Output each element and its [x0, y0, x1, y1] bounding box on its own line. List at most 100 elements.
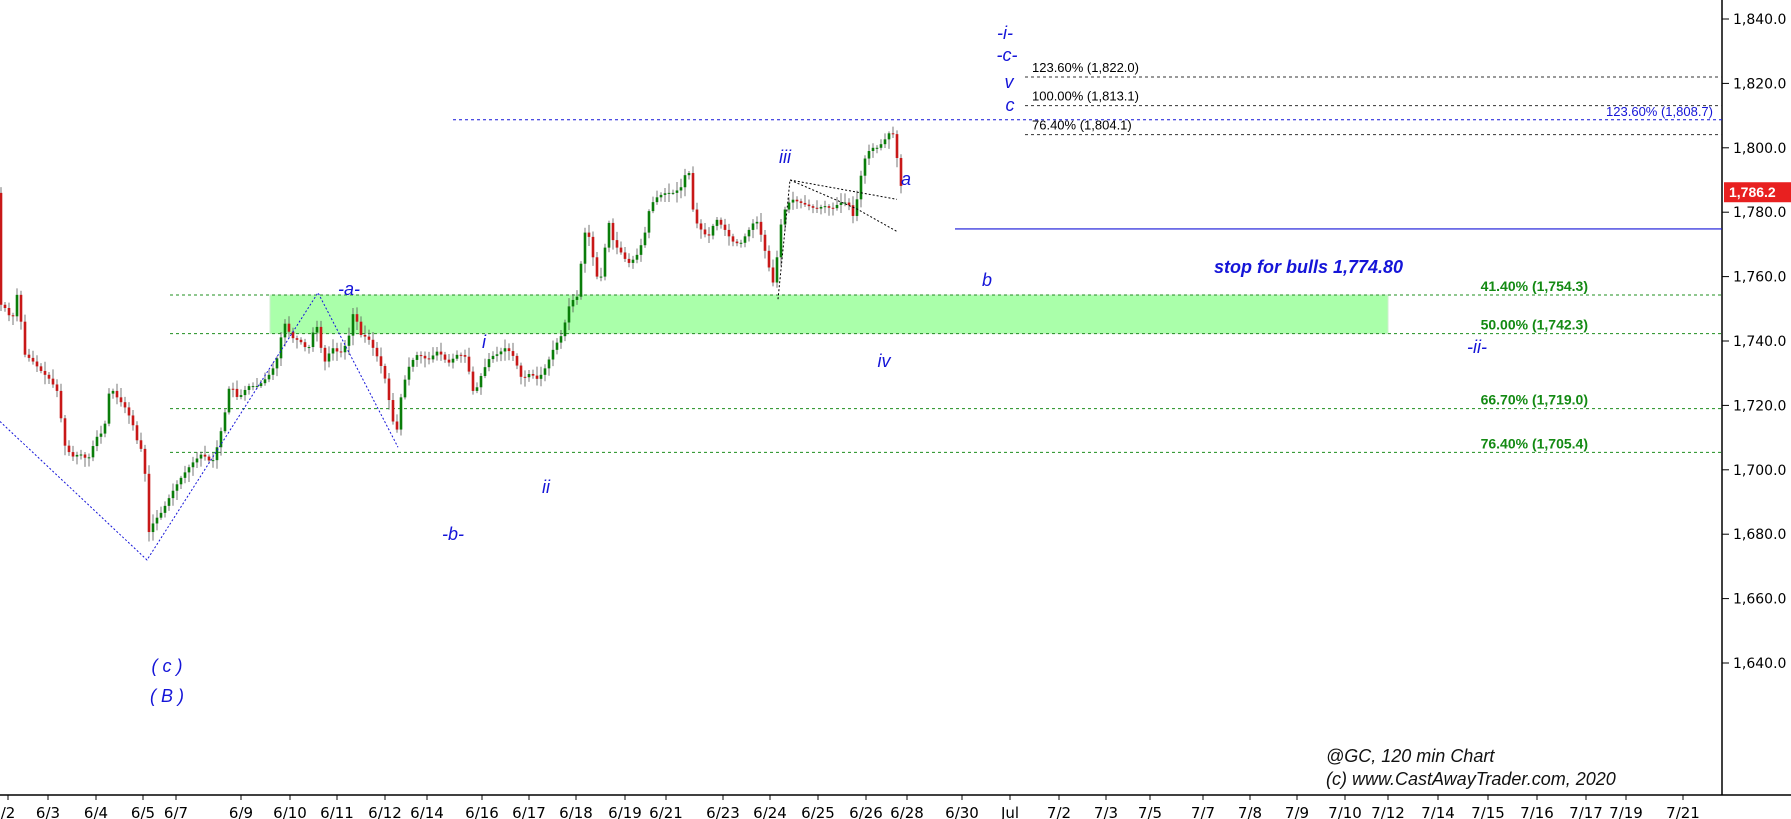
- candle-body: [587, 232, 591, 237]
- candle-body: [583, 232, 587, 264]
- x-tick-label: 7/10: [1328, 804, 1362, 819]
- candle-body: [23, 321, 27, 355]
- candle-body: [59, 390, 63, 419]
- candle-body: [679, 187, 683, 191]
- x-tick-label: 6/26: [849, 804, 883, 819]
- candle-body: [63, 418, 67, 446]
- chart-credit-symbol: @GC, 120 min Chart: [1326, 746, 1495, 766]
- candle-body: [95, 436, 99, 447]
- candle-body: [299, 339, 303, 343]
- x-tick-label: 6/17: [512, 804, 546, 819]
- y-tick-label: 1,720.0: [1733, 398, 1786, 414]
- x-tick-label: 7/12: [1371, 804, 1405, 819]
- candle-body: [875, 147, 879, 149]
- candle-body: [591, 236, 595, 258]
- candle-body: [439, 351, 443, 355]
- y-tick-label: 1,840.0: [1733, 12, 1786, 28]
- candles-layer: [0, 126, 903, 542]
- candle-body: [267, 374, 271, 380]
- candle-body: [91, 446, 95, 458]
- wave-label-i: i: [482, 332, 487, 352]
- candle-body: [723, 224, 727, 230]
- candle-body: [487, 359, 491, 368]
- y-tick-label: 1,680.0: [1733, 527, 1786, 543]
- x-tick-label: 6/23: [706, 804, 740, 819]
- candle-body: [847, 202, 851, 206]
- candle-body: [667, 192, 671, 194]
- candle-body: [603, 247, 607, 277]
- x-tick-label: 7/21: [1666, 804, 1700, 819]
- candle-body: [311, 332, 315, 348]
- candle-body: [435, 351, 439, 356]
- wave-label-v: v: [1005, 72, 1015, 92]
- candle-body: [843, 202, 847, 204]
- candle-body: [339, 351, 343, 353]
- candle-body: [51, 378, 55, 385]
- candle-body: [367, 336, 371, 340]
- candle-body: [371, 339, 375, 348]
- candle-body: [823, 206, 827, 208]
- candle-body: [423, 355, 427, 359]
- candle-body: [151, 523, 155, 533]
- wave-label-iii: iii: [779, 147, 792, 167]
- candle-body: [359, 321, 363, 335]
- candle-body: [459, 354, 463, 356]
- candle-body: [899, 157, 903, 186]
- candle-body: [411, 359, 415, 367]
- candle-body: [643, 232, 647, 246]
- fib-label-blue-123: 123.60% (1,808.7): [1606, 104, 1713, 119]
- candle-body: [539, 374, 543, 379]
- candle-body: [347, 335, 351, 346]
- candle-body: [595, 257, 599, 277]
- candle-body: [571, 299, 575, 307]
- candle-body: [183, 472, 187, 478]
- candle-body: [355, 314, 359, 322]
- candle-body: [67, 445, 71, 453]
- candle-body: [215, 447, 219, 461]
- chart-credit-site: (c) www.CastAwayTrader.com, 2020: [1326, 769, 1616, 789]
- candle-body: [803, 202, 807, 205]
- x-tick-label: 7/14: [1421, 804, 1455, 819]
- wave-label-a-minor: -a-: [338, 279, 360, 299]
- y-tick-label: 1,820.0: [1733, 76, 1786, 92]
- candle-body: [139, 440, 143, 449]
- x-tick-label: 6/3: [36, 804, 60, 819]
- y-tick-label: 1,780.0: [1733, 205, 1786, 221]
- candle-body: [383, 365, 387, 379]
- candle-body: [795, 199, 799, 202]
- candle-body: [627, 258, 631, 263]
- candle-body: [759, 221, 763, 235]
- candle-body: [79, 454, 83, 456]
- candle-body: [503, 348, 507, 352]
- fib-label-66: 66.70% (1,719.0): [1481, 392, 1588, 408]
- x-tick-label: 7/8: [1238, 804, 1262, 819]
- candle-body: [287, 323, 291, 332]
- candle-body: [731, 236, 735, 242]
- candle-body: [87, 457, 91, 459]
- candle-body: [871, 147, 875, 152]
- x-tick-label: 7/19: [1609, 804, 1643, 819]
- wave-label-ii: ii: [542, 477, 551, 497]
- candle-body: [319, 326, 323, 348]
- candle-body: [403, 379, 407, 398]
- candle-body: [447, 359, 451, 363]
- candle-body: [743, 236, 747, 243]
- candle-body: [179, 477, 183, 485]
- candle-body: [751, 223, 755, 230]
- candle-body: [515, 355, 519, 366]
- candle-body: [247, 386, 251, 390]
- candle-body: [647, 211, 651, 233]
- candle-body: [703, 229, 707, 235]
- candle-body: [443, 354, 447, 360]
- x-tick-label: 7/2: [1047, 804, 1071, 819]
- candle-body: [111, 390, 115, 394]
- support-zone: [269, 294, 1389, 335]
- candle-body: [567, 306, 571, 323]
- candle-body: [15, 294, 19, 317]
- candle-body: [387, 378, 391, 401]
- candle-body: [363, 334, 367, 337]
- x-tick-label: 7/5: [1138, 804, 1162, 819]
- candle-body: [815, 207, 819, 209]
- candle-body: [763, 234, 767, 251]
